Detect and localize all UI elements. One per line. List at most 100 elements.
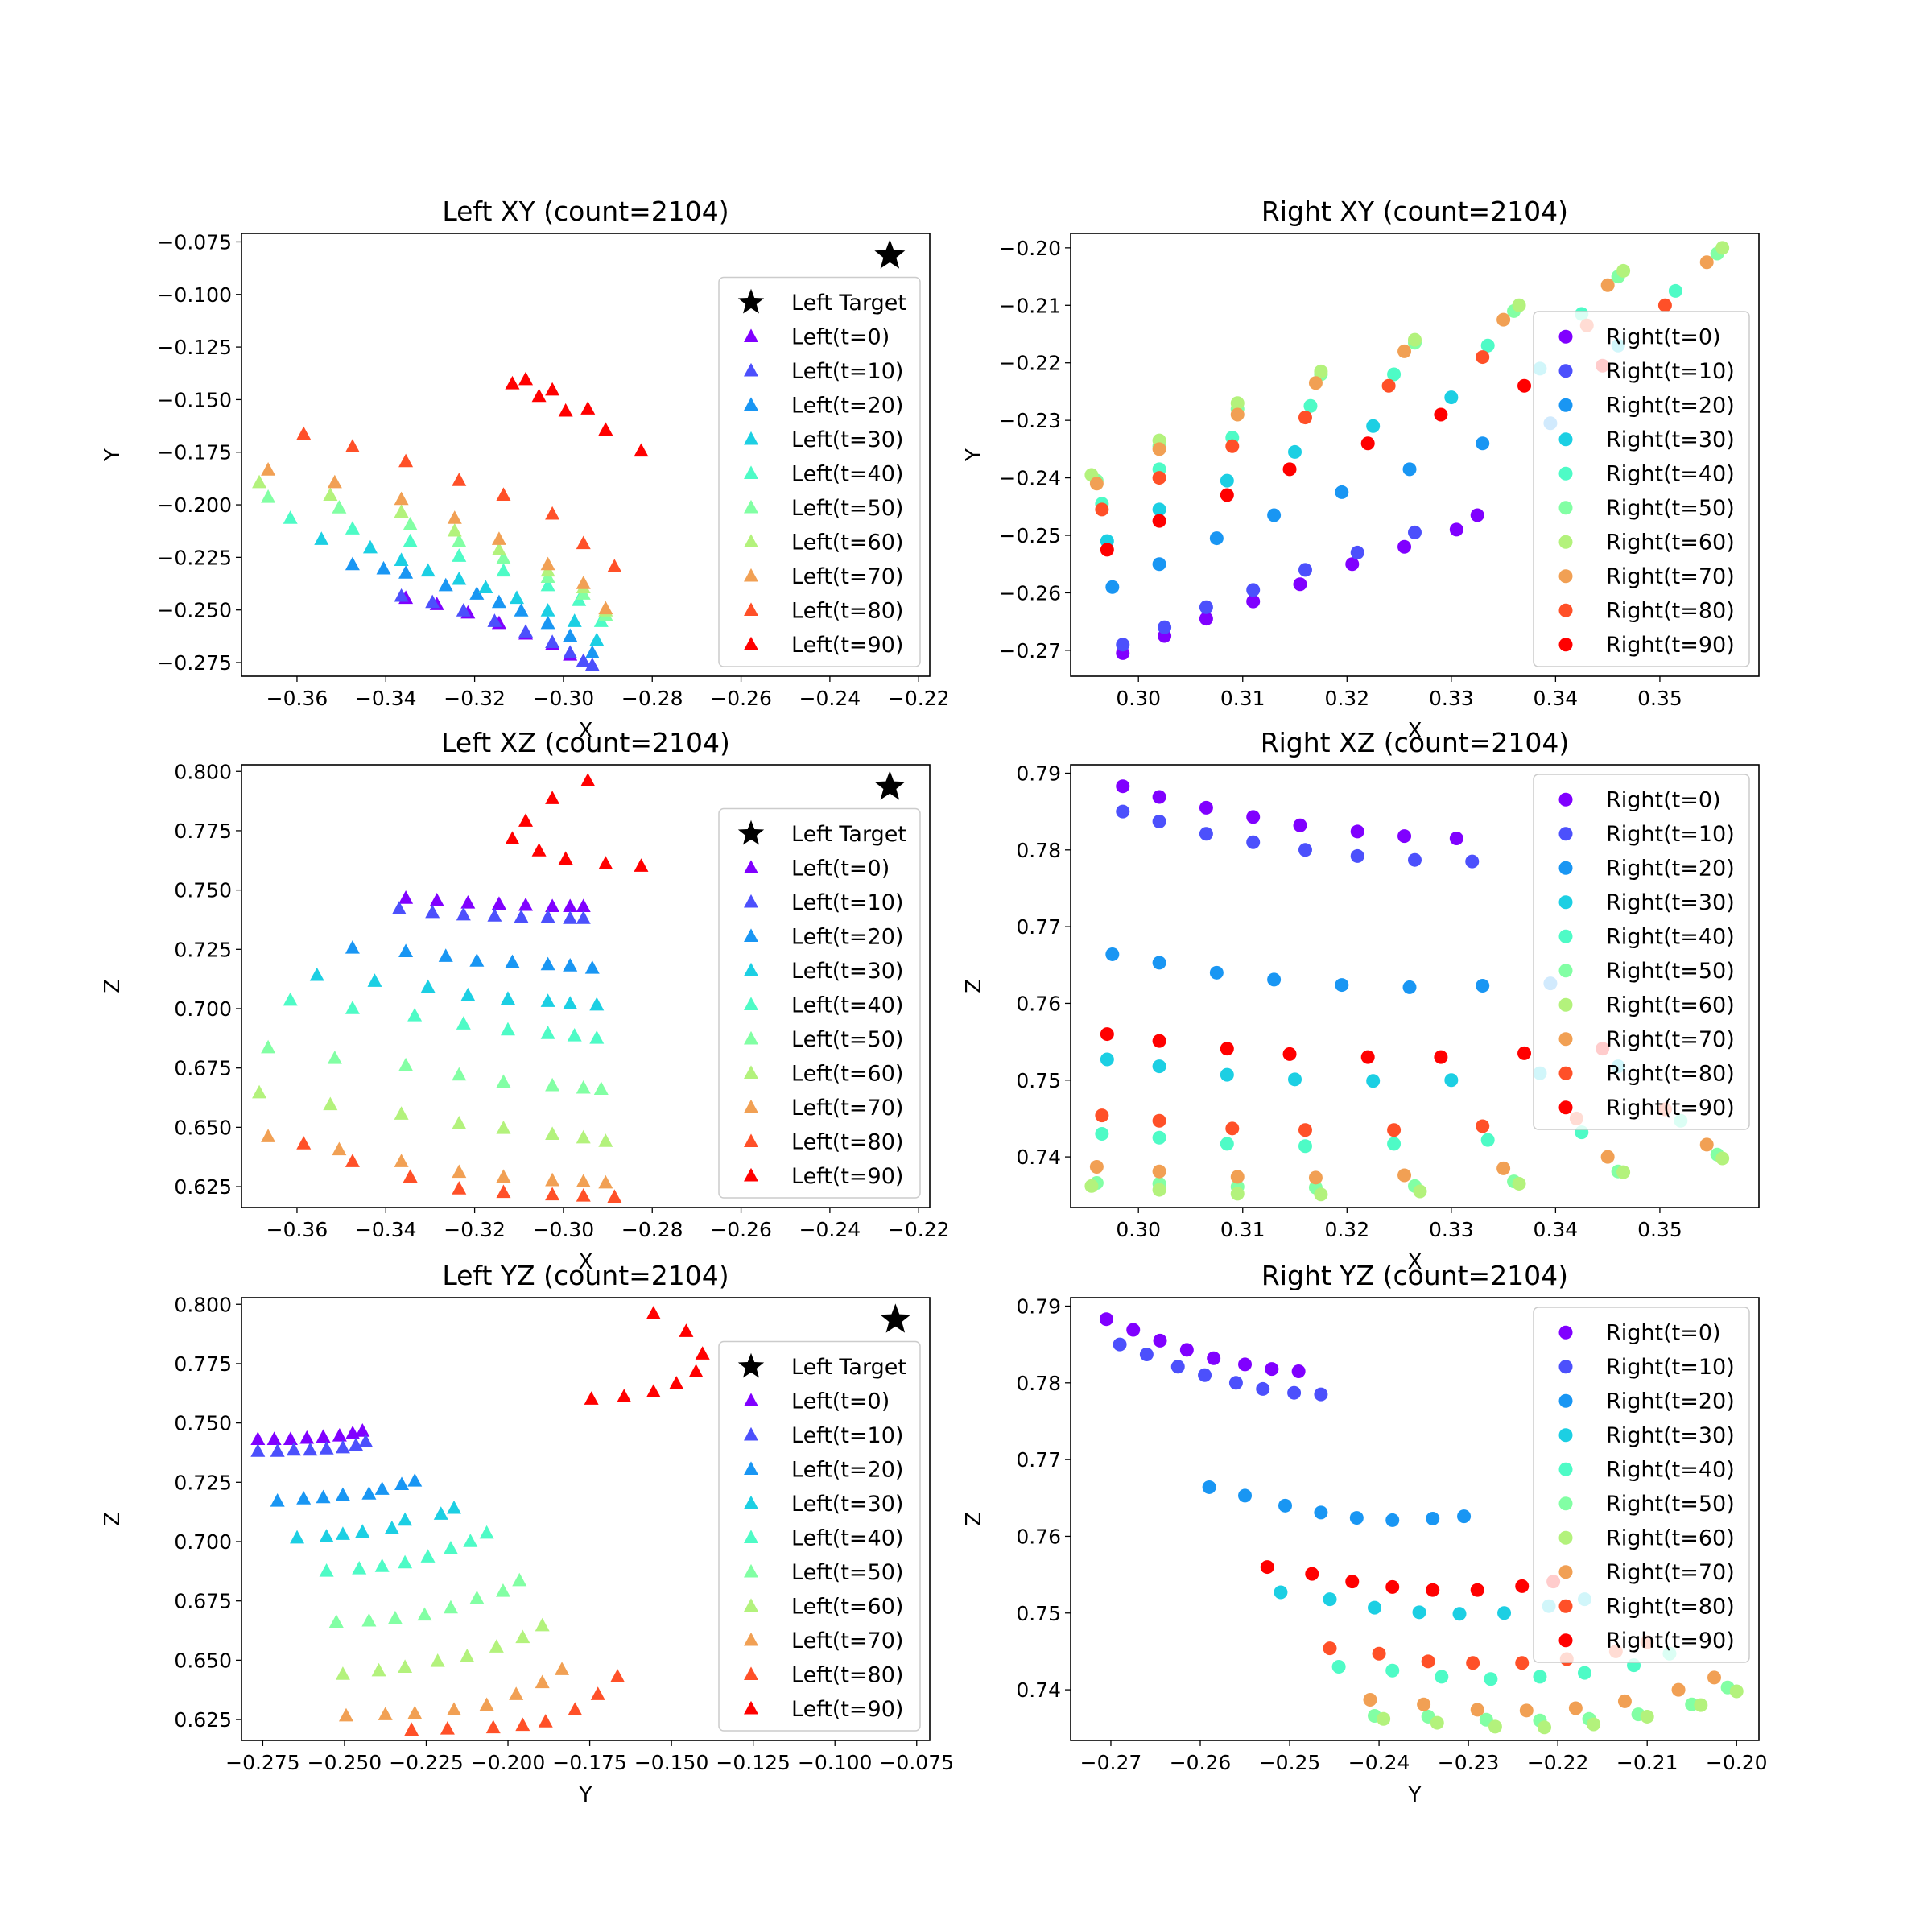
data-point (361, 1612, 377, 1627)
series-Left(t=0) (250, 1423, 370, 1446)
legend-label: Left(t=10) (791, 359, 903, 384)
legend-marker (744, 1065, 758, 1079)
data-point (1519, 1703, 1534, 1718)
data-point (538, 1714, 553, 1728)
data-point (335, 1526, 350, 1540)
legend-marker (744, 860, 758, 873)
data-point (545, 1172, 560, 1187)
data-point (491, 594, 506, 609)
legend-marker (744, 328, 758, 342)
target-marker (880, 1303, 911, 1333)
data-point (1699, 255, 1714, 270)
data-point (345, 1001, 360, 1014)
data-point (1387, 1137, 1402, 1151)
data-point (1480, 338, 1495, 353)
data-point (1152, 1113, 1166, 1128)
data-point (327, 1050, 342, 1064)
chart-title: Right XY (count=2104) (1261, 196, 1568, 227)
data-point (1199, 600, 1213, 614)
data-point (1095, 1126, 1109, 1141)
data-point (1230, 396, 1245, 411)
series-Left(t=90) (505, 371, 649, 457)
data-point (456, 603, 471, 617)
data-point (1152, 442, 1166, 456)
data-point (1298, 1139, 1312, 1154)
data-point (469, 586, 485, 600)
data-point (371, 1662, 386, 1677)
data-point (576, 898, 591, 913)
data-point (261, 1039, 276, 1054)
data-point (580, 401, 596, 415)
data-point (452, 1181, 467, 1195)
data-point (1230, 407, 1245, 422)
data-point (1397, 829, 1412, 844)
series-Right(t=70) (1363, 1670, 1721, 1718)
series-Left(t=10) (250, 1434, 374, 1457)
data-point (495, 1583, 510, 1597)
data-point (1303, 398, 1318, 413)
series-Right(t=70) (1089, 1137, 1714, 1185)
data-point (1533, 1670, 1547, 1684)
axes-frame (241, 1297, 931, 1741)
data-point (1291, 1364, 1306, 1379)
data-point (1238, 1357, 1253, 1372)
data-point (1220, 1137, 1234, 1151)
series-Left(t=20) (345, 939, 600, 974)
legend-marker (744, 362, 758, 377)
data-point (1246, 835, 1261, 849)
data-point (398, 453, 414, 468)
y-axis-label: Z (962, 979, 986, 993)
x-tick-label: 0.30 (1116, 687, 1161, 710)
data-point (589, 632, 605, 646)
series-Left(t=30) (314, 531, 605, 646)
legend-marker (744, 431, 758, 445)
legend: Left Target Left(t=0) Left(t=10) Left(t=20)… (718, 276, 921, 667)
data-point (425, 904, 440, 919)
data-point (1476, 436, 1490, 451)
data-point (1515, 1656, 1530, 1670)
legend-label: Left(t=10) (791, 890, 903, 915)
legend-label: Left(t=10) (791, 1423, 903, 1448)
data-point (510, 590, 524, 605)
legend-label: Left(t=20) (791, 1457, 903, 1482)
data-point (1457, 1509, 1472, 1524)
data-point (1512, 298, 1526, 312)
data-point (296, 1491, 312, 1505)
data-point (1366, 1074, 1381, 1088)
y-tick-label: −0.075 (157, 230, 232, 254)
data-point (1385, 1513, 1400, 1527)
legend-label: Left Target (791, 822, 906, 847)
legend-label: Left(t=50) (791, 496, 903, 521)
data-point (1387, 367, 1402, 382)
data-point (1282, 462, 1297, 477)
data-point (355, 1423, 370, 1437)
legend-marker (1558, 964, 1573, 978)
data-point (1274, 1585, 1288, 1600)
data-point (1209, 531, 1224, 546)
data-point (1377, 1711, 1391, 1726)
data-point (1449, 832, 1463, 846)
data-point (309, 967, 324, 981)
data-point (1158, 620, 1172, 634)
data-point (398, 1057, 414, 1071)
data-point (1282, 1046, 1297, 1061)
legend-marker (744, 1700, 758, 1715)
legend-marker (1558, 466, 1573, 481)
x-tick-label: −0.175 (552, 1751, 627, 1774)
data-point (361, 1486, 377, 1500)
y-tick-label: 0.725 (174, 1471, 232, 1494)
data-point (1230, 1170, 1245, 1184)
data-point (1230, 1187, 1245, 1201)
data-point (1476, 979, 1490, 993)
series-Right(t=60) (1084, 241, 1730, 482)
data-point (407, 1007, 423, 1022)
y-tick-label: −0.23 (999, 409, 1061, 432)
data-point (1220, 488, 1234, 502)
legend-label: Left(t=20) (791, 924, 903, 949)
data-point (394, 1476, 410, 1491)
data-point (607, 559, 622, 572)
data-point (1323, 1641, 1337, 1656)
data-point (335, 1487, 350, 1501)
data-point (460, 894, 476, 909)
